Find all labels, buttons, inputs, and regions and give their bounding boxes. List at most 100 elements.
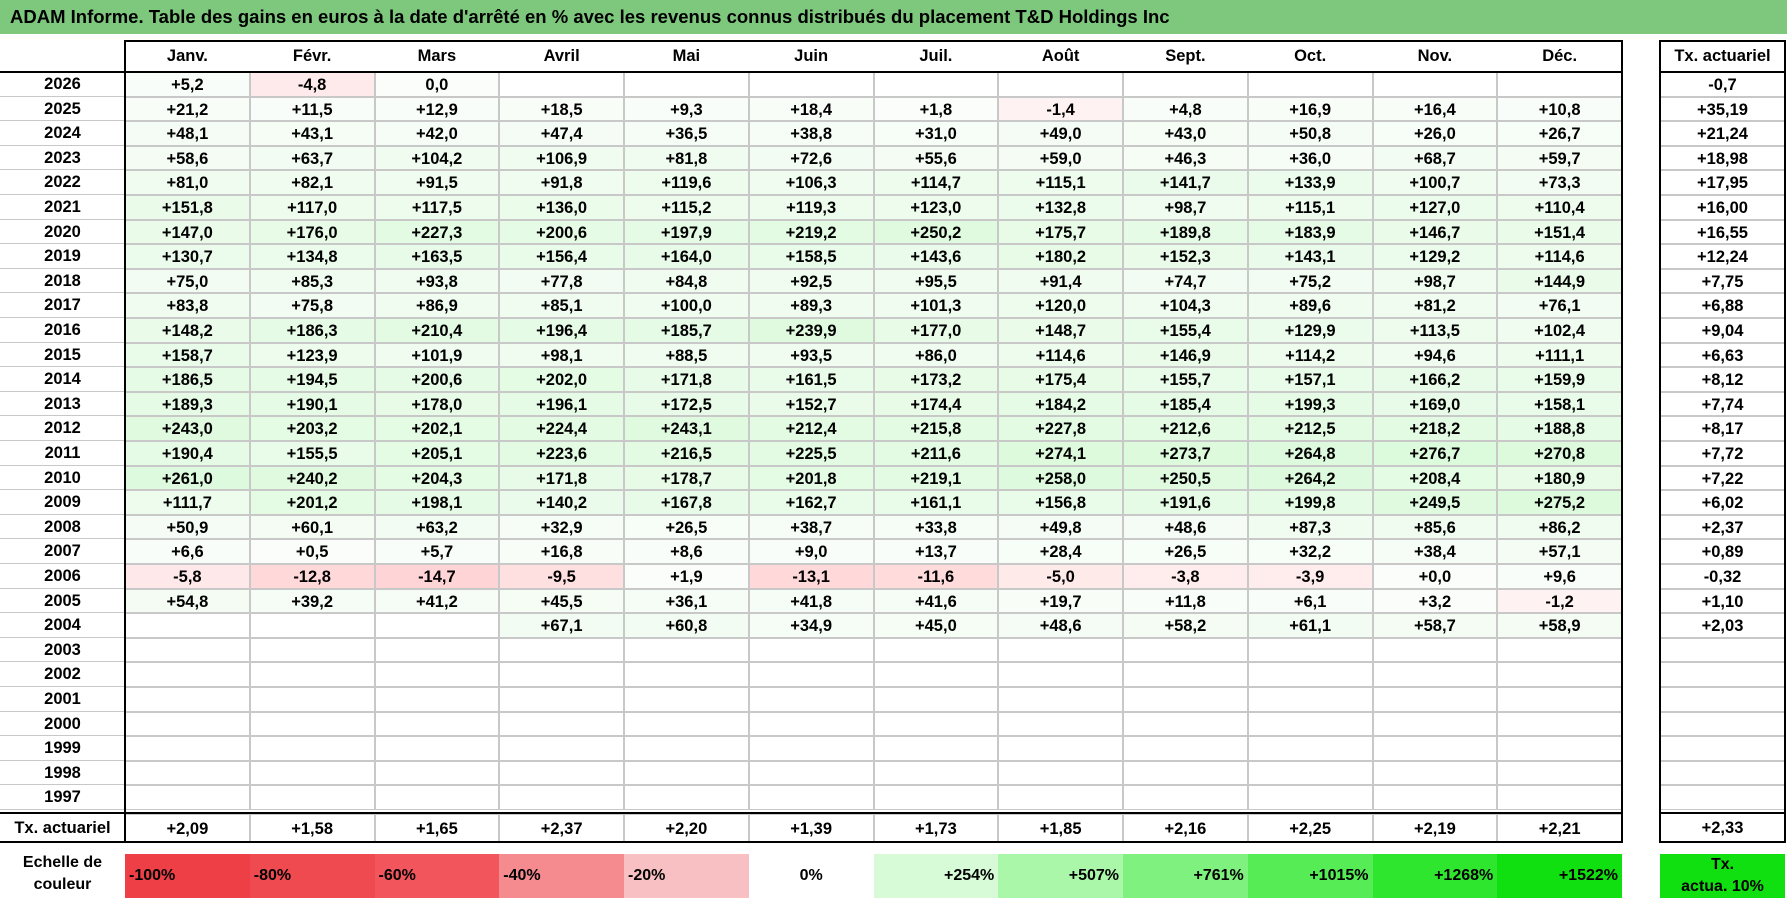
- row-year: 2018: [0, 269, 125, 294]
- table-cell: [499, 785, 624, 810]
- table-cell: +264,2: [1247, 465, 1373, 491]
- table-cell: +205,1: [374, 441, 500, 466]
- table-cell: +225,5: [748, 441, 874, 466]
- rate-cell: [1660, 711, 1785, 737]
- row-year: 2013: [0, 392, 125, 417]
- table-cell: [374, 785, 500, 810]
- table-cell: [1372, 711, 1498, 737]
- footer-cell: +2,21: [1497, 814, 1622, 842]
- table-cell: +243,1: [624, 416, 749, 441]
- table-cell: +67,1: [499, 613, 624, 638]
- footer-cell: +1,39: [748, 814, 874, 842]
- table-cell: +6,1: [1247, 588, 1373, 614]
- table-cell: [1123, 637, 1248, 663]
- table-cell: [873, 637, 999, 663]
- table-cell: +270,8: [1497, 441, 1622, 466]
- table-cell: +38,7: [748, 514, 874, 540]
- table-cell: +110,4: [1497, 195, 1622, 220]
- table-cell: +200,6: [499, 219, 624, 245]
- table-cell: +148,2: [125, 318, 250, 343]
- table-cell: [1247, 785, 1373, 810]
- table-cell: +185,4: [1123, 391, 1248, 417]
- table-cell: [1247, 760, 1373, 786]
- rate-cell: [1660, 662, 1785, 687]
- table-cell: +85,3: [249, 268, 375, 294]
- table-cell: +77,8: [499, 268, 624, 294]
- footer-cell: +2,37: [499, 814, 624, 842]
- month-header: Mai: [672, 47, 701, 65]
- table-cell: +178,0: [374, 391, 500, 417]
- table-cell: +106,9: [499, 145, 624, 171]
- row-year: 2024: [0, 121, 125, 146]
- table-cell: +219,1: [873, 465, 999, 491]
- table-cell: +186,3: [249, 318, 375, 343]
- table-cell: +148,7: [998, 318, 1123, 343]
- rate-cell: [1660, 736, 1785, 761]
- table-cell: +211,6: [873, 441, 999, 466]
- row-year: 2003: [0, 638, 125, 663]
- table-cell: +169,0: [1372, 391, 1498, 417]
- table-cell: +114,6: [1497, 244, 1622, 269]
- table-cell: [125, 687, 250, 712]
- table-cell: +11,8: [1123, 588, 1248, 614]
- table-cell: +83,8: [125, 293, 250, 318]
- row-year: 2012: [0, 416, 125, 441]
- table-cell: [125, 662, 250, 687]
- footer-cell: +2,19: [1372, 814, 1498, 842]
- table-cell: +188,8: [1497, 416, 1622, 441]
- month-header: Févr.: [292, 47, 332, 65]
- table-cell: +156,4: [499, 244, 624, 269]
- table-cell: +9,3: [624, 96, 749, 122]
- table-cell: +223,6: [499, 441, 624, 466]
- rate-header: Tx. actuariel: [1674, 47, 1771, 65]
- table-cell: +114,2: [1247, 342, 1373, 368]
- table-cell: [499, 760, 624, 786]
- table-cell: +58,7: [1372, 613, 1498, 638]
- table-cell: +8,6: [624, 539, 749, 564]
- table-cell: +88,5: [624, 342, 749, 368]
- table-cell: +212,5: [1247, 416, 1373, 441]
- table-cell: +91,8: [499, 170, 624, 195]
- table-cell: +200,6: [374, 367, 500, 392]
- table-cell: +227,8: [998, 416, 1123, 441]
- table-cell: +41,8: [748, 588, 874, 614]
- table-cell: [249, 736, 375, 761]
- table-cell: [1372, 760, 1498, 786]
- table-cell: +161,5: [748, 367, 874, 392]
- table-cell: +43,1: [249, 121, 375, 146]
- table-cell: [1497, 662, 1622, 687]
- table-cell: [1497, 760, 1622, 786]
- table-cell: [1247, 662, 1373, 687]
- table-cell: +41,6: [873, 588, 999, 614]
- table-cell: +123,0: [873, 195, 999, 220]
- table-cell: +176,0: [249, 219, 375, 245]
- table-cell: +50,8: [1247, 121, 1373, 146]
- table-cell: +155,4: [1123, 318, 1248, 343]
- table-cell: +189,8: [1123, 219, 1248, 245]
- table-cell: +243,0: [125, 416, 250, 441]
- table-cell: +85,6: [1372, 514, 1498, 540]
- table-cell: +45,0: [873, 613, 999, 638]
- table-cell: [374, 637, 500, 663]
- table-cell: +224,4: [499, 416, 624, 441]
- table-cell: +58,6: [125, 145, 250, 171]
- table-cell: [374, 711, 500, 737]
- rate-box-line1: Tx.: [1710, 856, 1735, 873]
- table-cell: +93,5: [748, 342, 874, 368]
- table-cell: +173,2: [873, 367, 999, 392]
- scale-swatch: +1268%: [1372, 854, 1498, 898]
- table-cell: +91,4: [998, 268, 1123, 294]
- table-cell: +75,8: [249, 293, 375, 318]
- table-cell: +32,9: [499, 514, 624, 540]
- table-cell: +58,2: [1123, 613, 1248, 638]
- table-cell: +196,4: [499, 318, 624, 343]
- table-cell: +85,1: [499, 293, 624, 318]
- footer-bottom-rule: [0, 841, 1623, 843]
- rate-cell: +7,22: [1660, 465, 1785, 491]
- table-cell: [125, 711, 250, 737]
- table-cell: +82,1: [249, 170, 375, 195]
- table-cell: [1497, 711, 1622, 737]
- row-year: 2021: [0, 195, 125, 220]
- table-cell: +127,0: [1372, 195, 1498, 220]
- table-cell: +264,8: [1247, 441, 1373, 466]
